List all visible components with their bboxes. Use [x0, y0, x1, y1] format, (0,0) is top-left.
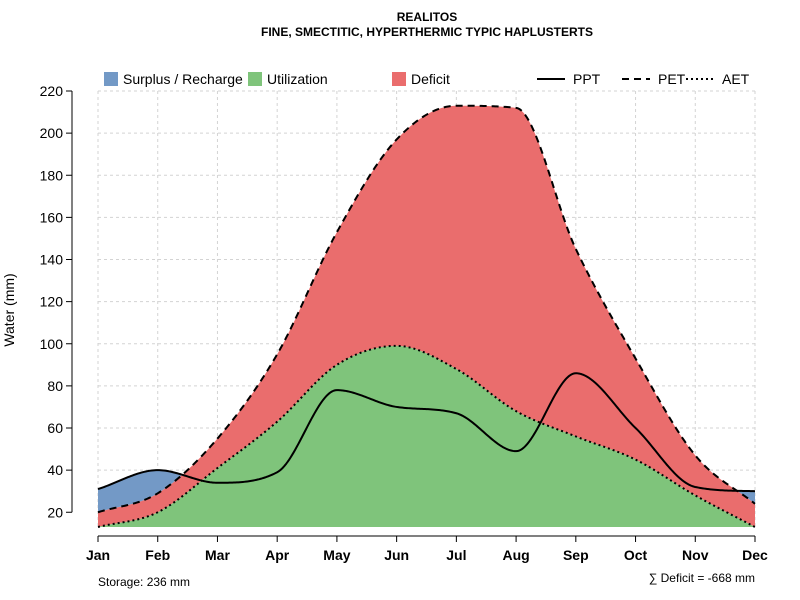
axes: 20 40 60 80 100 120 140 160 180 200 220 Jan Feb Mar Ap…: [40, 83, 768, 563]
y-tick-label: 120: [40, 294, 64, 310]
utilization-area: [98, 345, 755, 527]
legend-label: Surplus / Recharge: [123, 71, 243, 87]
y-tick-label: 60: [47, 420, 63, 436]
series-line-pet: [97, 104, 756, 514]
x-tick-label: Nov: [682, 547, 709, 563]
x-tick-label: Feb: [145, 547, 170, 563]
chart-subtitle: FINE, SMECTITIC, HYPERTHERMIC TYPIC HAPL…: [261, 25, 593, 39]
legend-swatch: [248, 72, 262, 86]
y-tick-label: 100: [40, 336, 64, 352]
x-tick-label: Dec: [742, 547, 768, 563]
legend: Surplus / Recharge Utilization Deficit PPT P…: [104, 71, 750, 87]
series-line-ppt: [97, 372, 756, 493]
legend-label: PET: [658, 71, 686, 87]
x-tick-label: Mar: [205, 547, 230, 563]
series-lines: [97, 104, 756, 528]
y-tick-label: 220: [40, 83, 64, 99]
storage-note: Storage: 236 mm: [98, 575, 190, 589]
legend-label: Utilization: [267, 71, 328, 87]
x-tick-label: Sep: [563, 547, 589, 563]
x-tick-label: Apr: [265, 547, 290, 563]
x-tick-label: May: [323, 547, 350, 563]
y-tick-label: 180: [40, 167, 64, 183]
series-line-aet: [97, 344, 756, 528]
legend-label: PPT: [573, 71, 601, 87]
y-tick-label: 140: [40, 252, 64, 268]
deficit-note: ∑ Deficit = -668 mm: [649, 571, 755, 585]
deficit-area: [98, 105, 755, 528]
area-fills: [98, 105, 755, 528]
x-tick-label: Oct: [624, 547, 648, 563]
y-axis-label: Water (mm): [1, 273, 17, 346]
x-tick-label: Jun: [384, 547, 409, 563]
y-tick-label: 40: [47, 462, 63, 478]
legend-swatch: [104, 72, 118, 86]
y-tick-label: 200: [40, 125, 64, 141]
legend-label: Deficit: [411, 71, 450, 87]
y-tick-label: 20: [47, 504, 63, 520]
y-tick-label: 160: [40, 209, 64, 225]
x-tick-label: Jan: [86, 547, 110, 563]
surplus-area: [98, 105, 755, 513]
x-tick-label: Jul: [446, 547, 466, 563]
y-tick-label: 80: [47, 378, 63, 394]
chart-title: REALITOS: [397, 10, 457, 24]
legend-swatch: [392, 72, 406, 86]
legend-label: AET: [722, 71, 750, 87]
x-tick-label: Aug: [502, 547, 529, 563]
